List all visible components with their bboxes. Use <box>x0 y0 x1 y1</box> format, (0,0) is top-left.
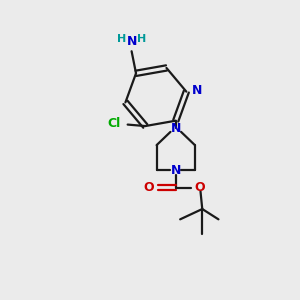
Text: N: N <box>126 35 137 48</box>
Text: N: N <box>192 84 202 97</box>
Text: N: N <box>171 164 181 177</box>
Text: O: O <box>195 181 205 194</box>
Text: H: H <box>117 34 126 44</box>
Text: O: O <box>143 181 154 194</box>
Text: H: H <box>137 34 146 44</box>
Text: Cl: Cl <box>107 118 120 130</box>
Text: N: N <box>171 122 181 135</box>
